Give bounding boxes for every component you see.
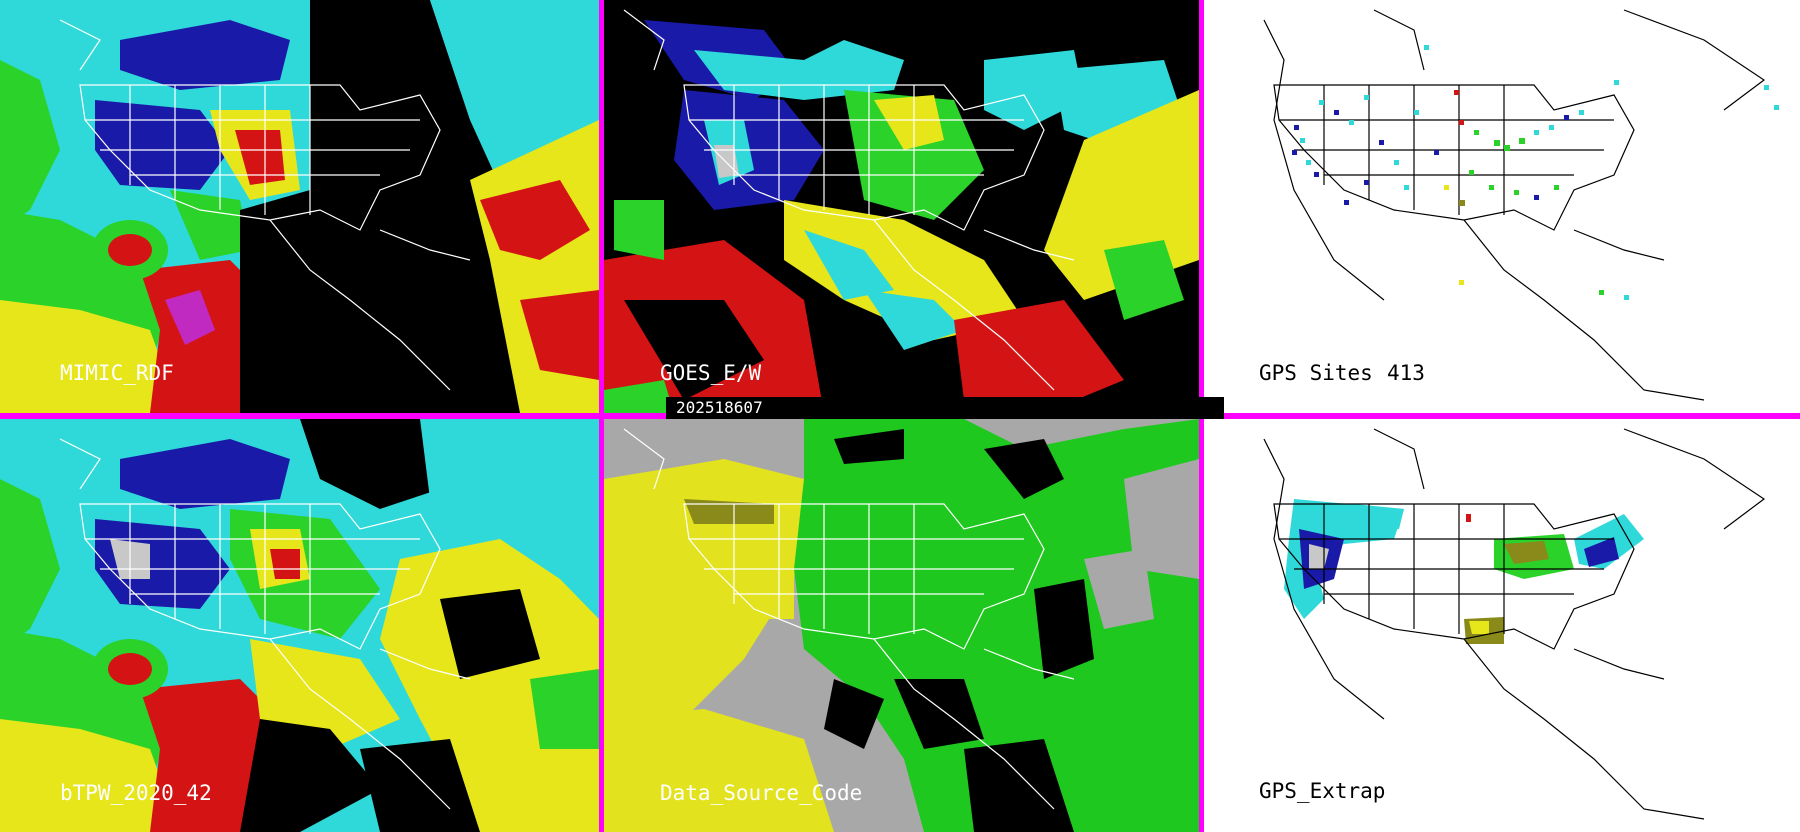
map-mimic-rdf (0, 0, 599, 413)
timestamp-text: 202518607 (676, 398, 763, 417)
panel-label-gps-sites: GPS Sites (1259, 361, 1373, 385)
panel-label-mimic-rdf: MIMIC_RDF (60, 361, 174, 385)
map-outline (623, 9, 1075, 391)
map-outline (59, 19, 471, 391)
map-outline (1263, 428, 1766, 820)
panel-data-source-code: Data_Source_Code (604, 419, 1199, 832)
panel-label-btpw-2020-42: bTPW_2020_42 (60, 781, 212, 805)
map-outline (59, 438, 471, 810)
panel-label-data-source-code: Data_Source_Code (660, 781, 863, 805)
gps-site-markers (1292, 45, 1779, 300)
map-gps-extrap (1204, 419, 1800, 832)
panel-gps-extrap: GPS_Extrap (1204, 419, 1800, 832)
panel-mimic-rdf: MIMIC_RDF (0, 0, 599, 413)
map-goes-ew (604, 0, 1199, 413)
map-gps-sites (1204, 0, 1800, 413)
gps-sites-count: 413 (1387, 361, 1425, 385)
map-outline (623, 428, 1075, 810)
panel-label-goes-ew: GOES_E/W (660, 361, 762, 385)
timestamp-bar: 202518607 (666, 397, 1224, 419)
map-btpw-2020-42 (0, 419, 599, 832)
map-data-source-code (604, 419, 1199, 832)
panel-btpw-2020-42: bTPW_2020_42 (0, 419, 599, 832)
map-outline (1263, 9, 1766, 401)
panel-goes-ew: GOES_E/W (604, 0, 1199, 413)
panel-gps-sites: GPS Sites 413 (1204, 0, 1800, 413)
panel-label-gps-extrap: GPS_Extrap (1259, 779, 1386, 803)
